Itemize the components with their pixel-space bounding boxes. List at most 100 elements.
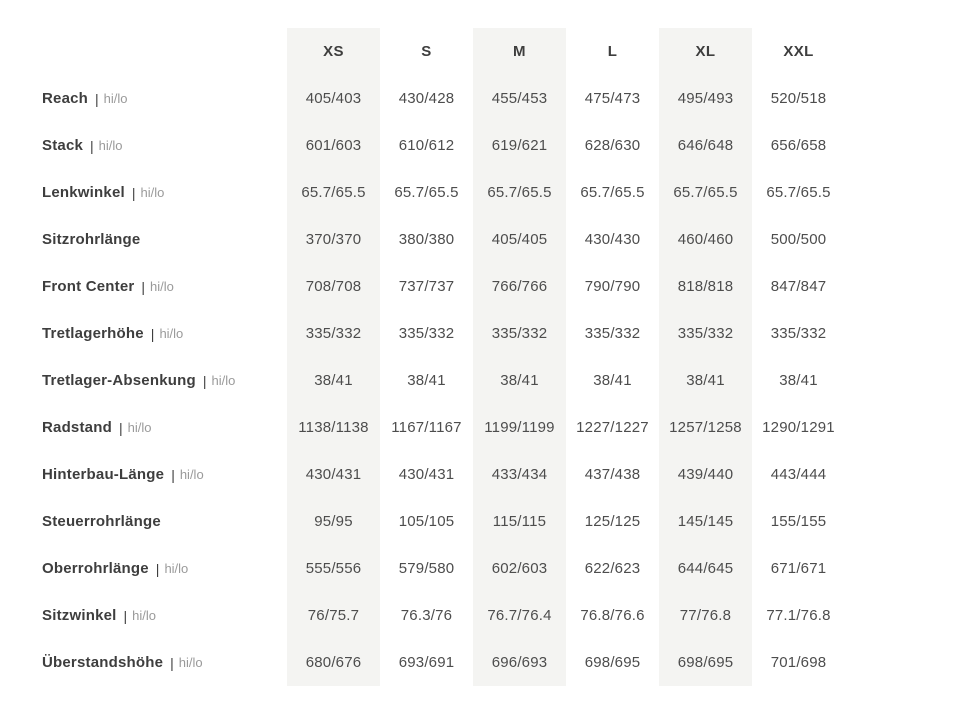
row-label: Reach | hi/lo bbox=[42, 75, 287, 122]
cell-value-xs: 680/676 bbox=[287, 639, 380, 686]
row-label-text: Tretlager-Absenkung bbox=[42, 372, 196, 389]
cell-value-m: 1199/1199 bbox=[473, 404, 566, 451]
header-spacer bbox=[42, 28, 287, 75]
row-label-suffix: hi/lo bbox=[164, 561, 189, 576]
row-label: Sitzwinkel | hi/lo bbox=[42, 592, 287, 639]
cell-value-s: 38/41 bbox=[407, 372, 446, 389]
cell-value-xxl: 520/518 bbox=[770, 90, 827, 107]
cell-value-xs: 405/403 bbox=[287, 75, 380, 122]
row-label-separator: | bbox=[150, 325, 155, 342]
cell-value-xxl: 65.7/65.5 bbox=[766, 184, 831, 201]
cell-value-xxl: 671/671 bbox=[770, 560, 827, 577]
cell-value-xl: 65.7/65.5 bbox=[659, 169, 752, 216]
cell-value-xl: 698/695 bbox=[659, 639, 752, 686]
table-body: Reach | hi/lo 405/403 430/428 455/453 47… bbox=[42, 75, 845, 686]
cell-value-l: 790/790 bbox=[584, 278, 641, 295]
table-row: Hinterbau-Länge | hi/lo 430/431 430/431 … bbox=[42, 451, 845, 498]
row-label-suffix: hi/lo bbox=[132, 608, 157, 623]
cell-value-m: 115/115 bbox=[473, 498, 566, 545]
cell-value-xxl: 1290/1291 bbox=[762, 419, 835, 436]
column-header-xxl: XXL bbox=[783, 43, 814, 60]
cell-value-xl: 439/440 bbox=[659, 451, 752, 498]
row-label-separator: | bbox=[155, 560, 160, 577]
cell-value-m: 455/453 bbox=[473, 75, 566, 122]
table-row: Stack | hi/lo 601/603 610/612 619/621 62… bbox=[42, 122, 845, 169]
cell-value-xxl: 443/444 bbox=[770, 466, 827, 483]
cell-value-s: 737/737 bbox=[398, 278, 455, 295]
row-label-separator: | bbox=[141, 278, 146, 295]
cell-value-xs: 601/603 bbox=[287, 122, 380, 169]
cell-value-xs: 76/75.7 bbox=[287, 592, 380, 639]
row-label-suffix: hi/lo bbox=[98, 138, 123, 153]
cell-value-xs: 370/370 bbox=[287, 216, 380, 263]
cell-value-l: 622/623 bbox=[584, 560, 641, 577]
cell-value-l: 430/430 bbox=[584, 231, 641, 248]
row-label: Tretlager-Absenkung | hi/lo bbox=[42, 357, 287, 404]
row-label: Hinterbau-Länge | hi/lo bbox=[42, 451, 287, 498]
cell-value-l: 475/473 bbox=[584, 90, 641, 107]
row-label-suffix: hi/lo bbox=[179, 467, 204, 482]
cell-value-m: 38/41 bbox=[473, 357, 566, 404]
cell-value-m: 76.7/76.4 bbox=[473, 592, 566, 639]
row-label-text: Reach bbox=[42, 90, 89, 107]
row-label-text: Front Center bbox=[42, 278, 135, 295]
row-label-suffix: hi/lo bbox=[140, 185, 165, 200]
cell-value-xxl: 847/847 bbox=[770, 278, 827, 295]
cell-value-xxl: 38/41 bbox=[779, 372, 818, 389]
column-header-xl: XL bbox=[659, 28, 752, 75]
cell-value-s: 1167/1167 bbox=[391, 419, 462, 436]
row-label: Stack | hi/lo bbox=[42, 122, 287, 169]
cell-value-xxl: 500/500 bbox=[770, 231, 827, 248]
cell-value-m: 405/405 bbox=[473, 216, 566, 263]
cell-value-s: 335/332 bbox=[398, 325, 455, 342]
cell-value-xxl: 656/658 bbox=[770, 137, 827, 154]
cell-value-xl: 335/332 bbox=[659, 310, 752, 357]
cell-value-xl: 644/645 bbox=[659, 545, 752, 592]
row-label-separator: | bbox=[170, 654, 174, 671]
cell-value-m: 619/621 bbox=[473, 122, 566, 169]
cell-value-l: 628/630 bbox=[584, 137, 641, 154]
row-label-text: Stack bbox=[42, 137, 84, 154]
row-label: Sitzrohrlänge bbox=[42, 216, 287, 263]
table-row: Radstand | hi/lo 1138/1138 1167/1167 119… bbox=[42, 404, 845, 451]
cell-value-xl: 495/493 bbox=[659, 75, 752, 122]
column-header-l: L bbox=[607, 43, 618, 60]
cell-value-xl: 145/145 bbox=[659, 498, 752, 545]
column-header-s: S bbox=[421, 43, 432, 60]
table-row: Sitzrohrlänge 370/370 380/380 405/405 43… bbox=[42, 216, 845, 263]
cell-value-xs: 708/708 bbox=[287, 263, 380, 310]
row-label-suffix: hi/lo bbox=[178, 655, 203, 670]
row-label-text: Überstandshöhe bbox=[42, 654, 164, 671]
cell-value-s: 76.3/76 bbox=[400, 607, 453, 624]
cell-value-l: 437/438 bbox=[584, 466, 641, 483]
column-header-m: M bbox=[473, 28, 566, 75]
cell-value-m: 602/603 bbox=[473, 545, 566, 592]
cell-value-s: 105/105 bbox=[398, 513, 455, 530]
table-row: Steuerrohrlänge 95/95 105/105 115/115 12… bbox=[42, 498, 845, 545]
cell-value-m: 335/332 bbox=[473, 310, 566, 357]
cell-value-xxl: 701/698 bbox=[770, 654, 827, 671]
cell-value-xl: 460/460 bbox=[659, 216, 752, 263]
cell-value-l: 38/41 bbox=[593, 372, 632, 389]
row-label-separator: | bbox=[131, 184, 136, 201]
cell-value-s: 579/580 bbox=[398, 560, 455, 577]
cell-value-s: 693/691 bbox=[398, 654, 455, 671]
row-label-text: Sitzrohrlänge bbox=[42, 231, 141, 248]
cell-value-xxl: 335/332 bbox=[770, 325, 827, 342]
row-label-suffix: hi/lo bbox=[103, 91, 128, 106]
cell-value-s: 380/380 bbox=[398, 231, 455, 248]
cell-value-s: 430/428 bbox=[398, 90, 455, 107]
cell-value-m: 696/693 bbox=[473, 639, 566, 686]
row-label-text: Radstand bbox=[42, 419, 112, 436]
row-label-text: Hinterbau-Länge bbox=[42, 466, 165, 483]
row-label: Front Center | hi/lo bbox=[42, 263, 287, 310]
row-label: Steuerrohrlänge bbox=[42, 498, 287, 545]
cell-value-xl: 646/648 bbox=[659, 122, 752, 169]
row-label-text: Lenkwinkel bbox=[42, 184, 125, 201]
cell-value-xl: 77/76.8 bbox=[659, 592, 752, 639]
cell-value-xs: 430/431 bbox=[287, 451, 380, 498]
cell-value-l: 76.8/76.6 bbox=[580, 607, 645, 624]
row-label: Lenkwinkel | hi/lo bbox=[42, 169, 287, 216]
cell-value-s: 610/612 bbox=[398, 137, 455, 154]
row-label-text: Tretlagerhöhe bbox=[42, 325, 144, 342]
